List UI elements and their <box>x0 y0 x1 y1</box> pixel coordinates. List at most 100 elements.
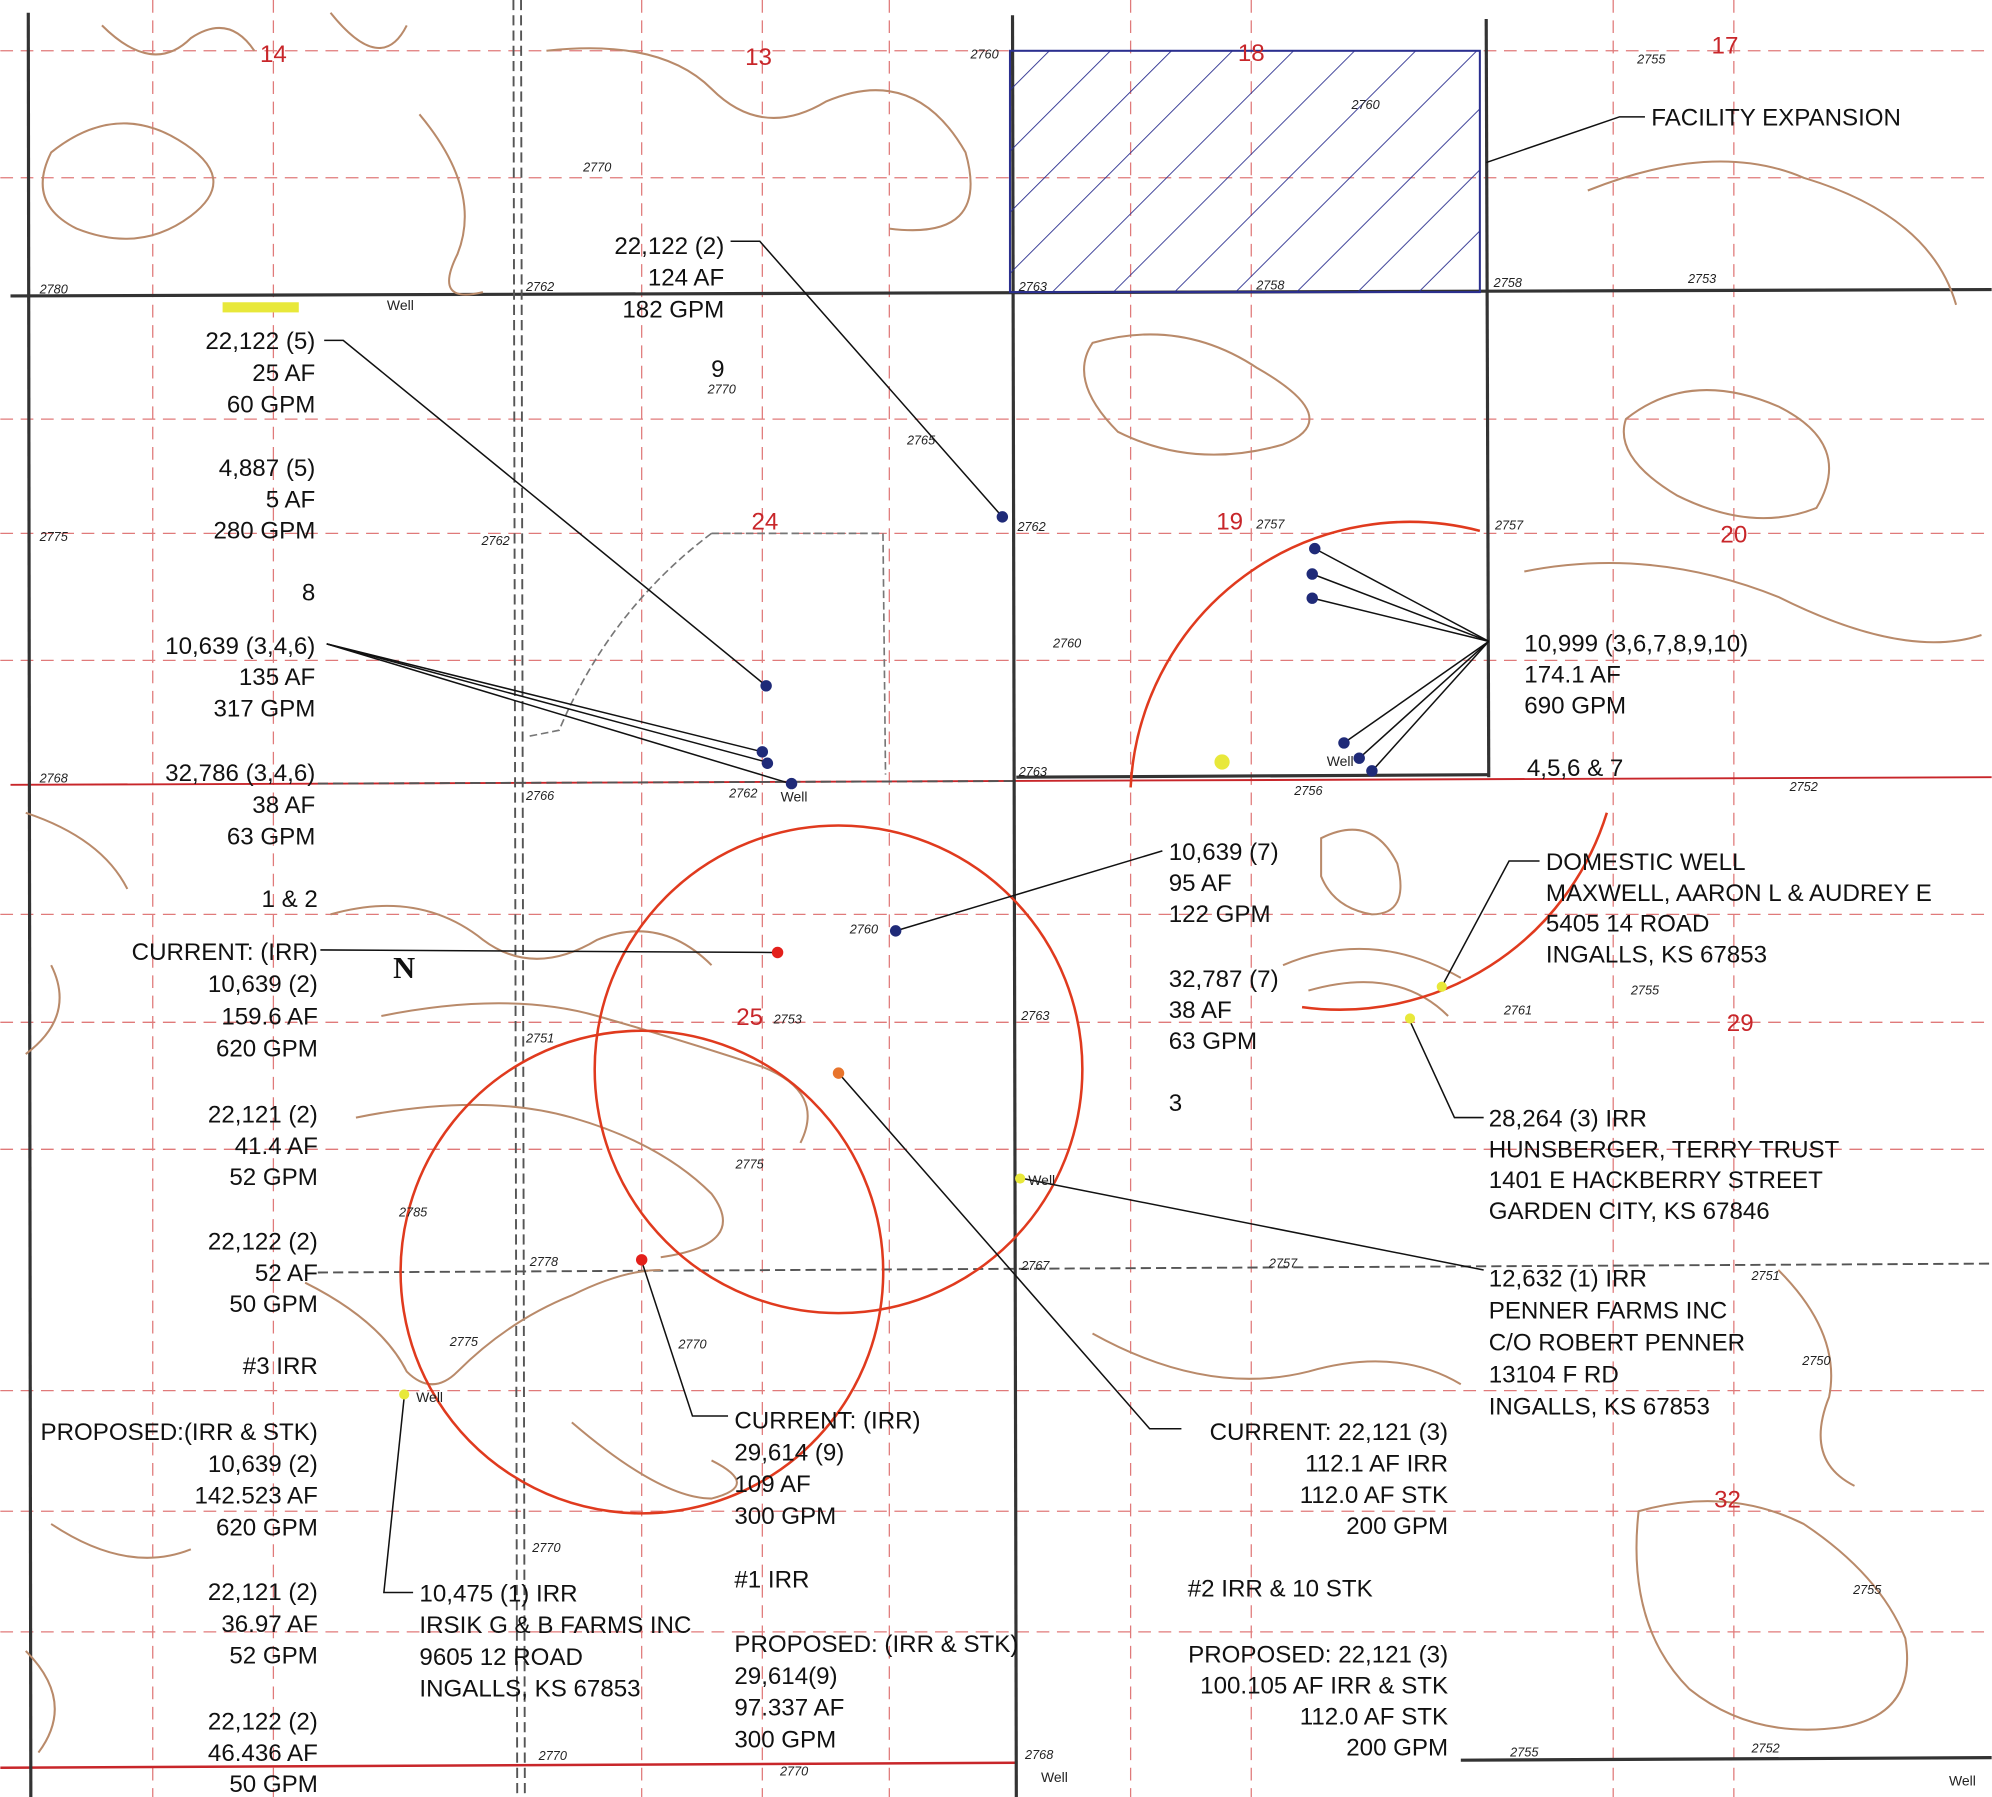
section-number: 32 <box>1714 1486 1741 1513</box>
annotation-line: 22,122 (2) <box>208 1229 318 1256</box>
well-label: Well <box>1028 1172 1055 1188</box>
section-number: 25 <box>736 1004 763 1031</box>
annotation-line: 10,639 (3,4,6) <box>165 633 315 660</box>
annotation-line: C/O ROBERT PENNER <box>1489 1329 1745 1356</box>
annotation-line: 5405 14 ROAD <box>1546 911 1710 938</box>
annotation-line: 25 AF <box>252 360 315 387</box>
well-label: Well <box>1949 1773 1976 1789</box>
elevation-label: 2778 <box>529 1255 558 1269</box>
annotation-line: 10,639 (2) <box>208 1451 318 1478</box>
tract-number: 3 <box>1169 1090 1182 1117</box>
annotation-line: 142.523 AF <box>195 1483 318 1510</box>
annotation-line: 13104 F RD <box>1489 1361 1619 1388</box>
annotation-line: 97.337 AF <box>734 1695 844 1722</box>
elevation-label: 2770 <box>707 383 736 397</box>
annotation-line: 100.105 AF IRR & STK <box>1200 1672 1448 1699</box>
annotation-line: 109 AF <box>734 1471 810 1498</box>
elevation-label: 2755 <box>1852 1583 1882 1597</box>
annotation-line: MAXWELL, AARON L & AUDREY E <box>1546 880 1932 907</box>
annotation-line: 300 GPM <box>734 1726 836 1753</box>
annotation-line: 690 GPM <box>1524 693 1626 720</box>
annotation-line: 52 GPM <box>229 1164 317 1191</box>
annotation-line: PENNER FARMS INC <box>1489 1297 1727 1324</box>
annotation-line: 38 AF <box>1169 997 1232 1024</box>
elevation-label: 2770 <box>677 1338 706 1352</box>
elevation-label: 2763 <box>1018 280 1047 294</box>
annotation-line: 200 GPM <box>1346 1735 1448 1762</box>
annotation-line: 200 GPM <box>1346 1513 1448 1540</box>
elevation-label: 2770 <box>538 1749 567 1763</box>
elevation-label: 2751 <box>1750 1269 1779 1283</box>
annotation-line: 4,5,6 & 7 <box>1527 755 1624 782</box>
map: 141318172419202529329831 & 2N27602780276… <box>0 0 1992 1797</box>
annotation-line: 112.0 AF STK <box>1300 1704 1448 1731</box>
annotation-line: 95 AF <box>1169 870 1232 897</box>
elevation-label: 2770 <box>531 1541 560 1555</box>
elevation-label: 2756 <box>1293 784 1323 798</box>
elevation-label: 2762 <box>525 280 554 294</box>
well-label: Well <box>416 1389 443 1405</box>
elevation-label: 2753 <box>1687 272 1716 286</box>
annotation-line: #1 IRR <box>734 1566 809 1593</box>
annotation-line: 52 GPM <box>229 1643 317 1670</box>
annotation-line: 60 GPM <box>227 392 315 419</box>
section-number: 14 <box>260 41 287 68</box>
page: { "section_numbers": ["14", "13", "18", … <box>0 0 1992 1797</box>
section-number: 13 <box>745 44 772 71</box>
annotation-line: 159.6 AF <box>221 1003 318 1030</box>
elevation-label: 2765 <box>906 433 936 447</box>
elevation-label: 2762 <box>728 787 757 801</box>
annotation-line: 4,887 (5) <box>219 455 316 482</box>
elevation-label: 2775 <box>449 1335 479 1349</box>
section-number: 24 <box>751 509 778 536</box>
elevation-label: 2763 <box>1020 1009 1049 1023</box>
elevation-label: 2752 <box>1789 780 1818 794</box>
annotation-line: HUNSBERGER, TERRY TRUST <box>1489 1136 1840 1163</box>
annotation-line: 46.436 AF <box>208 1740 318 1767</box>
annotation-line: 280 GPM <box>213 517 315 544</box>
elevation-label: 2760 <box>969 47 998 61</box>
annotation-line: 22,122 (2) <box>614 233 724 260</box>
elevation-label: 2760 <box>849 922 878 936</box>
annotation-line: 50 GPM <box>229 1291 317 1318</box>
well-label: Well <box>781 788 808 804</box>
annotation-line: 63 GPM <box>1169 1028 1257 1055</box>
annotation-line: CURRENT: 22,121 (3) <box>1210 1419 1449 1446</box>
elevation-label: 2785 <box>398 1206 428 1220</box>
annotation-line: 182 GPM <box>622 296 724 323</box>
annotation-line: 41.4 AF <box>235 1133 318 1160</box>
annotation-line: 50 GPM <box>229 1771 317 1797</box>
section-number: 17 <box>1712 32 1739 59</box>
annotation-line: 174.1 AF <box>1524 662 1621 689</box>
annotation-line: 620 GPM <box>216 1035 318 1062</box>
tract-number: 9 <box>711 356 724 383</box>
section-number: 29 <box>1727 1010 1754 1037</box>
section-number: 19 <box>1216 509 1243 536</box>
section-number: 20 <box>1720 521 1747 548</box>
annotation-line: 9605 12 ROAD <box>419 1644 583 1671</box>
annotation-line: 620 GPM <box>216 1514 318 1541</box>
elevation-label: 2762 <box>1016 520 1045 534</box>
elevation-label: 2767 <box>1020 1259 1050 1273</box>
annotation-line: 10,475 (1) IRR <box>419 1580 577 1607</box>
annotation-line: 22,122 (2) <box>208 1709 318 1736</box>
annotation-line: 5 AF <box>266 486 316 513</box>
annotation-line: 38 AF <box>252 792 315 819</box>
elevation-label: 2755 <box>1630 983 1660 997</box>
elevation-label: 2768 <box>1024 1748 1053 1762</box>
elevation-label: 2763 <box>1018 765 1047 779</box>
north-arrow: N <box>393 951 415 985</box>
well-label: Well <box>1041 1769 1068 1785</box>
annotation-line: 112.1 AF IRR <box>1305 1451 1448 1478</box>
elevation-label: 2760 <box>1350 98 1379 112</box>
elevation-label: 2755 <box>1509 1745 1539 1759</box>
annotation-line: GARDEN CITY, KS 67846 <box>1489 1198 1770 1225</box>
annotation-line: 36.97 AF <box>221 1611 318 1638</box>
annotation-line: 29,614(9) <box>734 1663 837 1690</box>
elevation-label: 2758 <box>1493 276 1522 290</box>
annotation-line: 63 GPM <box>227 824 315 851</box>
elevation-label: 2770 <box>779 1764 808 1778</box>
elevation-label: 2761 <box>1503 1004 1532 1018</box>
elevation-label: 2752 <box>1750 1742 1779 1756</box>
elevation-label: 2755 <box>1636 52 1666 66</box>
